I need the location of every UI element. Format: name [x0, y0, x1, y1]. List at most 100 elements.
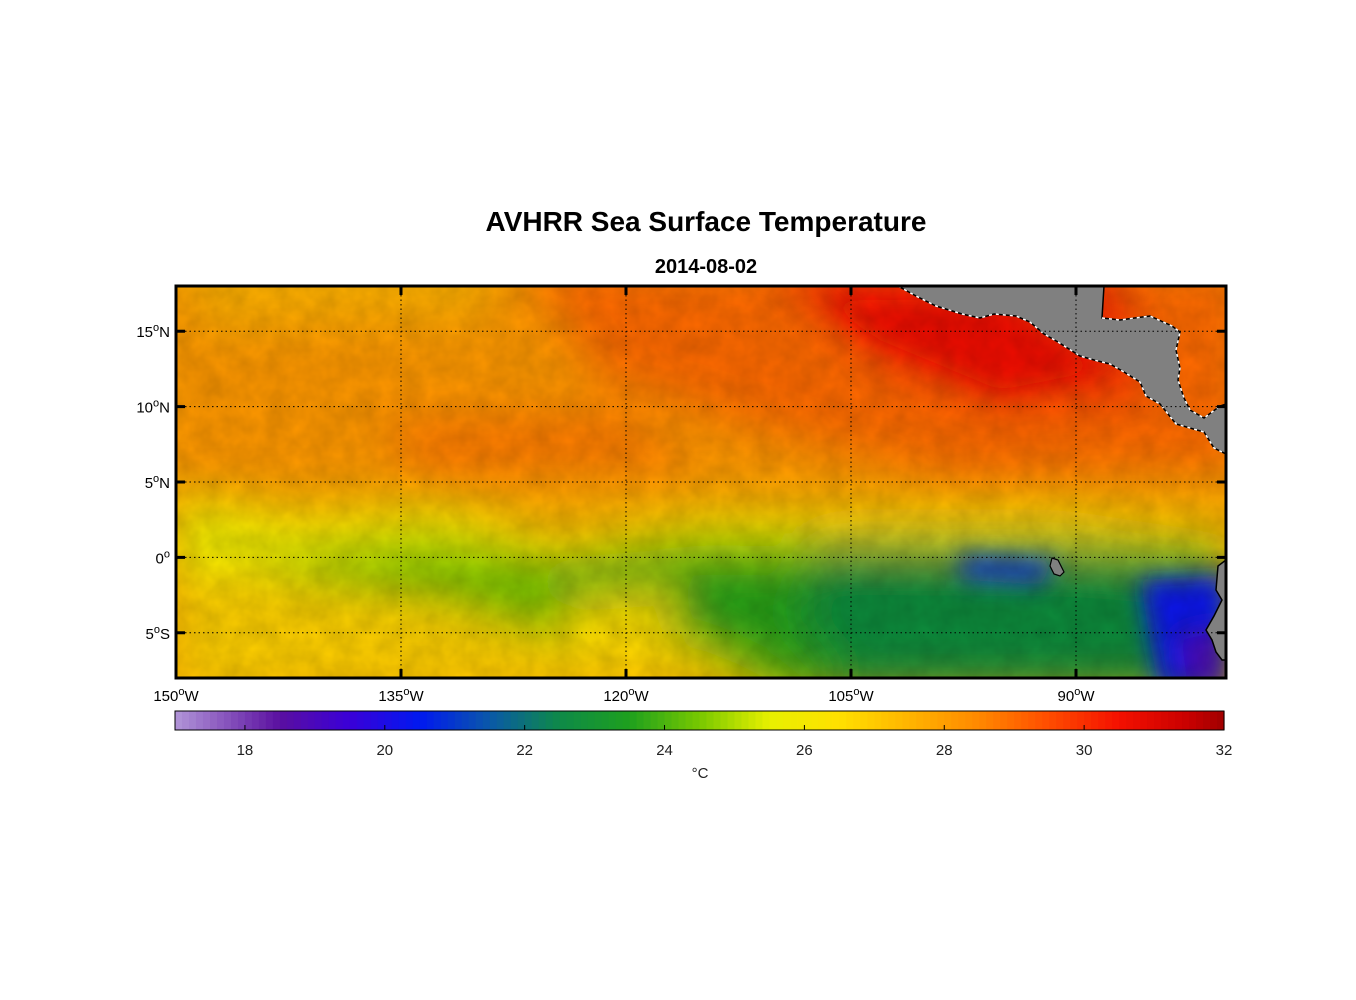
colorbar-swatch [1140, 711, 1148, 730]
colorbar-swatch [748, 711, 757, 730]
colorbar-swatch [678, 711, 687, 730]
colorbar-swatch [888, 711, 896, 730]
colorbar-swatch [706, 711, 715, 730]
colorbar-swatch [713, 711, 722, 730]
colorbar-swatch [447, 711, 456, 730]
colorbar-swatch [1035, 711, 1043, 730]
colorbar-swatch [972, 711, 980, 730]
colorbar-swatch [412, 711, 421, 730]
colorbar-swatch [1196, 711, 1204, 730]
colorbar-swatch [300, 711, 309, 730]
colorbar-swatch [608, 711, 617, 730]
colorbar-swatch [1049, 711, 1057, 730]
colorbar-swatch [489, 711, 498, 730]
colorbar-swatch [1203, 711, 1211, 730]
colorbar-swatch [1182, 711, 1190, 730]
colorbar-swatch [496, 711, 505, 730]
colorbar-swatch [1056, 711, 1064, 730]
colorbar-swatch [1000, 711, 1008, 730]
colorbar-swatch [1091, 711, 1099, 730]
colorbar-swatch [524, 711, 533, 730]
colorbar-swatch [1077, 711, 1085, 730]
colorbar-swatch [664, 711, 673, 730]
colorbar-swatch [1133, 711, 1141, 730]
colorbar-unit-label: °C [692, 765, 709, 782]
colorbar-tick-label: 30 [1076, 742, 1093, 759]
colorbar-swatch [797, 711, 805, 730]
colorbar-swatch [685, 711, 694, 730]
colorbar-swatch [440, 711, 449, 730]
colorbar-swatch [405, 711, 414, 730]
galapagos-island [1049, 557, 1065, 577]
colorbar-swatch [244, 711, 253, 730]
colorbar-swatch [734, 711, 743, 730]
colorbar-tick-label: 32 [1216, 742, 1233, 759]
land-mass [896, 286, 1226, 661]
colorbar-swatch [909, 711, 917, 730]
colorbar-swatch [377, 711, 386, 730]
colorbar-swatch [615, 711, 624, 730]
colorbar-swatch [195, 711, 204, 730]
colorbar-swatch [671, 711, 680, 730]
colorbar-swatch [1175, 711, 1183, 730]
colorbar-swatch [594, 711, 603, 730]
colorbar-swatch [391, 711, 400, 730]
colorbar-tick-label: 28 [936, 742, 953, 759]
colorbar-swatch [237, 711, 246, 730]
colorbar-swatch [251, 711, 260, 730]
colorbar-swatch [175, 711, 183, 730]
colorbar-swatch [258, 711, 267, 730]
colorbar-swatch [636, 711, 645, 730]
colorbar-swatch [629, 711, 638, 730]
map-title: AVHRR Sea Surface Temperature [485, 206, 927, 237]
colorbar-swatch [1217, 711, 1225, 730]
colorbar-swatch [902, 711, 910, 730]
colorbar-swatch [762, 711, 771, 730]
colorbar-swatch [1189, 711, 1197, 730]
colorbar-swatch [342, 711, 351, 730]
colorbar-swatch [1161, 711, 1169, 730]
colorbar-swatch [545, 711, 554, 730]
y-tick-label: 15oN [136, 322, 170, 341]
colorbar-swatch [370, 711, 379, 730]
colorbar-swatch [846, 711, 854, 730]
colorbar-swatch [601, 711, 610, 730]
colorbar-swatch [307, 711, 316, 730]
colorbar-swatch [1168, 711, 1176, 730]
colorbar-swatch [839, 711, 847, 730]
colorbar-swatch [580, 711, 589, 730]
colorbar-swatch [1105, 711, 1113, 730]
colorbar-swatch [363, 711, 372, 730]
colorbar-swatch [419, 711, 428, 730]
colorbar-swatch [398, 711, 407, 730]
colorbar-swatch [755, 711, 764, 730]
colorbar-swatch [776, 711, 785, 730]
colorbar-swatch [923, 711, 931, 730]
colorbar-swatch [944, 711, 952, 730]
colorbar-swatch [965, 711, 973, 730]
colorbar-swatch [881, 711, 889, 730]
colorbar-swatch [1112, 711, 1120, 730]
map-subtitle: 2014-08-02 [654, 256, 758, 278]
colorbar-swatch [587, 711, 596, 730]
colorbar-swatch [293, 711, 302, 730]
y-tick-label: 0o [156, 548, 170, 567]
colorbar-swatch [650, 711, 659, 730]
x-tick-label: 90oW [1058, 686, 1096, 705]
x-tick-label: 135oW [378, 686, 424, 705]
colorbar-swatch [825, 711, 833, 730]
colorbar-swatch [769, 711, 778, 730]
colorbar-swatch [426, 711, 435, 730]
colorbar-swatch [692, 711, 701, 730]
colorbar-swatch [433, 711, 442, 730]
colorbar-swatch [349, 711, 358, 730]
colorbar-swatch [181, 711, 190, 730]
colorbar-swatch [559, 711, 568, 730]
colorbar-swatch [874, 711, 882, 730]
colorbar-swatch [790, 711, 799, 730]
colorbar-swatch [1126, 711, 1134, 730]
colorbar-swatch [517, 711, 526, 730]
colorbar-swatch [566, 711, 575, 730]
colorbar-swatch [832, 711, 840, 730]
